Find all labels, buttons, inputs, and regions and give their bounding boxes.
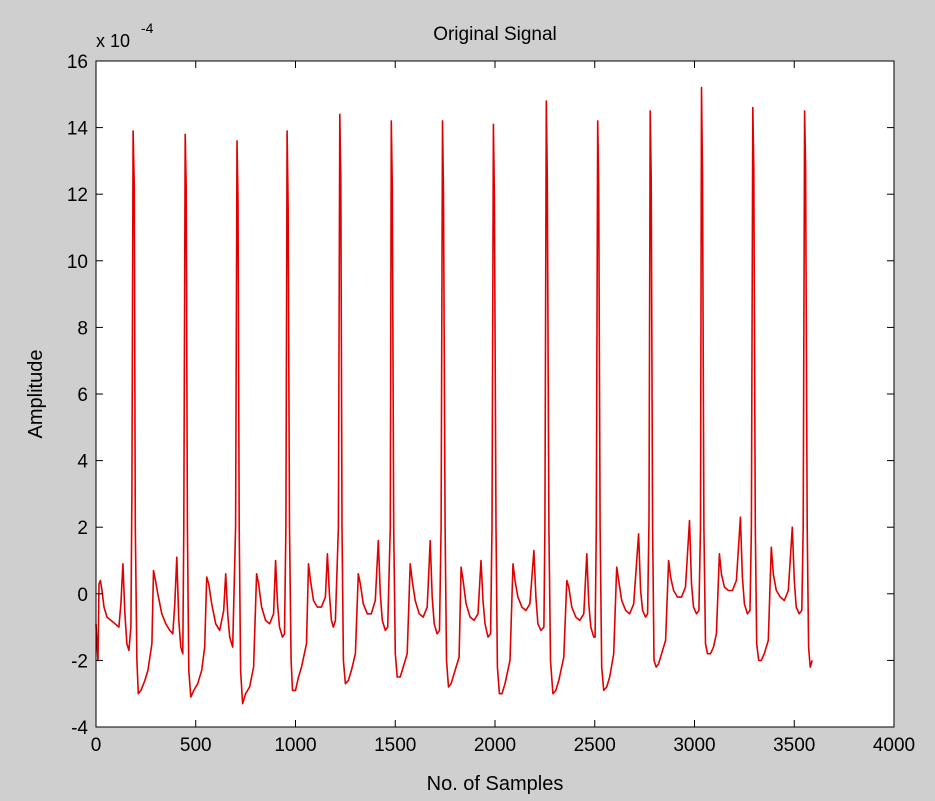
x-tick-label: 0: [91, 735, 102, 756]
x-tick-label: 500: [180, 735, 212, 756]
x-tick-label: 3000: [673, 735, 715, 756]
y-tick-label: 4: [77, 452, 88, 473]
y-tick-label: 8: [77, 318, 88, 339]
y-tick-label: 14: [67, 119, 89, 140]
y-tick-label: 16: [67, 52, 88, 73]
x-axis-label: No. of Samples: [427, 773, 564, 795]
y-axis: -4 -2 0 2 4 6 8 10 12 14 16: [67, 52, 894, 739]
x-tick-label: 2500: [574, 735, 616, 756]
chart-title: Original Signal: [433, 24, 557, 45]
series-layer: [95, 86, 813, 705]
x-tick-label: 1500: [374, 735, 416, 756]
y-axis-label: Amplitude: [25, 350, 47, 439]
y-tick-label: 10: [67, 252, 88, 273]
y-tick-label: 0: [77, 585, 88, 606]
series-line-0: [95, 86, 813, 705]
x-tick-label: 4000: [873, 735, 915, 756]
y-tick-label: -2: [71, 651, 88, 672]
x-axis: 0 500 1000 1500 2000 2500 3000 3500 4000: [91, 61, 915, 756]
x-tick-label: 3500: [773, 735, 815, 756]
y-tick-label: 12: [67, 185, 88, 206]
y-exponent-label: x 10: [96, 31, 130, 51]
x-tick-label: 1000: [274, 735, 316, 756]
y-tick-label: 6: [77, 385, 88, 406]
y-tick-label: -4: [71, 718, 88, 739]
y-exponent-power: -4: [141, 20, 154, 36]
x-tick-label: 2000: [474, 735, 516, 756]
y-tick-label: 2: [77, 518, 88, 539]
